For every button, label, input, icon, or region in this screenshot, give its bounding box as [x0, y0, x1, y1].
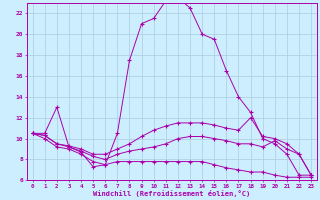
X-axis label: Windchill (Refroidissement éolien,°C): Windchill (Refroidissement éolien,°C): [93, 190, 251, 197]
